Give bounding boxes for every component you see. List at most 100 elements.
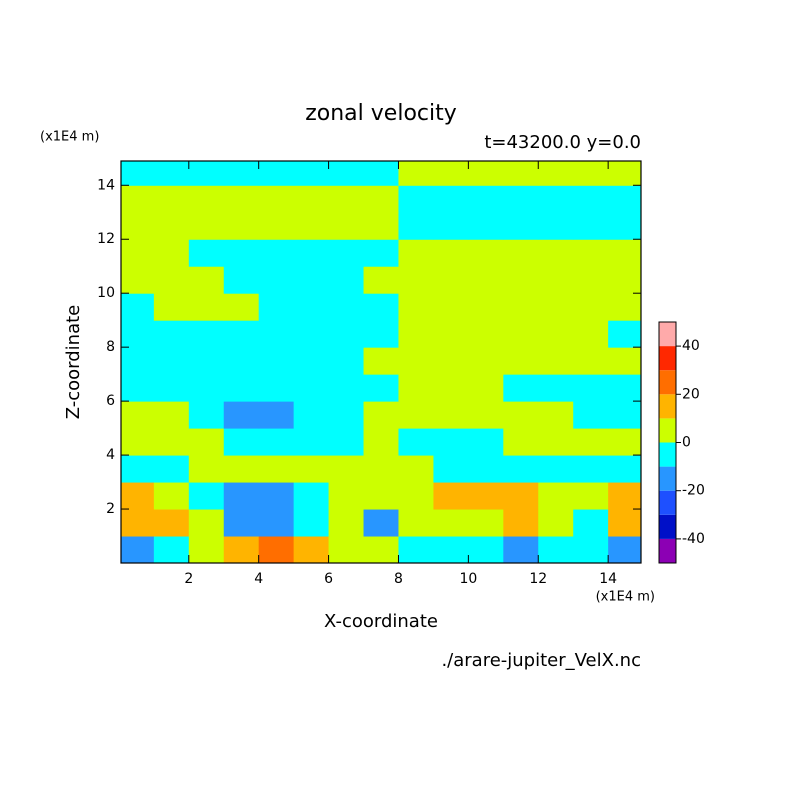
y-axis-label: Z-coordinate <box>63 305 84 420</box>
field-cell <box>258 536 295 563</box>
field-cell <box>363 185 399 213</box>
contour-field <box>121 161 641 563</box>
field-cell <box>538 212 574 240</box>
field-cell <box>468 212 504 240</box>
y-tick-label: 2 <box>106 501 115 517</box>
field-cell <box>223 320 260 348</box>
field-cell <box>121 374 155 402</box>
field-cell <box>608 185 641 213</box>
field-cell <box>503 455 539 483</box>
field-cell <box>188 482 225 510</box>
field-cell <box>258 185 295 213</box>
field-cell <box>293 509 330 537</box>
source-label: ./arare-jupiter_VelX.nc <box>441 650 641 671</box>
field-cell <box>328 212 365 240</box>
field-cell <box>258 455 295 483</box>
field-cell <box>258 239 295 267</box>
field-cell <box>573 266 609 294</box>
field-cell <box>503 401 539 429</box>
field-cell <box>363 161 399 186</box>
field-cell <box>503 161 539 186</box>
colorbar-segment <box>659 346 676 371</box>
field-cell <box>258 509 295 537</box>
field-cell <box>153 428 190 456</box>
field-cell <box>608 212 641 240</box>
field-cell <box>258 293 295 321</box>
y-tick-label: 12 <box>97 231 115 247</box>
field-cell <box>223 347 260 375</box>
field-cell <box>503 347 539 375</box>
field-cell <box>398 536 434 563</box>
field-cell <box>398 266 434 294</box>
field-cell <box>153 401 190 429</box>
field-cell <box>328 347 365 375</box>
field-cell <box>153 536 190 563</box>
field-cell <box>121 455 155 483</box>
field-cell <box>503 185 539 213</box>
field-cell <box>293 185 330 213</box>
field-cell <box>503 428 539 456</box>
y-unit: (x1E4 m) <box>40 130 99 145</box>
field-cell <box>293 347 330 375</box>
colorbar-segment <box>659 466 676 491</box>
field-cell <box>538 374 574 402</box>
field-cell <box>608 509 641 537</box>
field-cell <box>538 266 574 294</box>
field-cell <box>608 347 641 375</box>
field-cell <box>121 266 155 294</box>
field-cell <box>328 185 365 213</box>
field-cell <box>328 428 365 456</box>
field-cell <box>328 374 365 402</box>
field-cell <box>223 161 260 186</box>
y-tick-label: 14 <box>97 177 115 193</box>
colorbar-segment <box>659 490 676 515</box>
y-tick-label: 10 <box>97 285 115 301</box>
field-cell <box>433 212 469 240</box>
field-cell <box>153 161 190 186</box>
field-cell <box>328 536 365 563</box>
field-cell <box>223 509 260 537</box>
field-cell <box>293 293 330 321</box>
field-cell <box>153 239 190 267</box>
chart-subtitle: t=43200.0 y=0.0 <box>484 132 641 153</box>
x-tick-label: 14 <box>599 571 617 587</box>
field-cell <box>573 509 609 537</box>
field-cell <box>538 401 574 429</box>
field-cell <box>153 293 190 321</box>
field-cell <box>608 266 641 294</box>
field-cell <box>433 428 469 456</box>
field-cell <box>538 347 574 375</box>
field-cell <box>468 347 504 375</box>
x-tick-label: 12 <box>529 571 547 587</box>
field-cell <box>608 401 641 429</box>
field-cell <box>538 185 574 213</box>
field-cell <box>223 266 260 294</box>
field-cell <box>433 509 469 537</box>
field-cell <box>188 161 225 186</box>
field-cell <box>328 509 365 537</box>
field-cell <box>188 320 225 348</box>
field-cell <box>398 293 434 321</box>
field-cell <box>188 293 225 321</box>
field-cell <box>121 401 155 429</box>
field-cell <box>153 509 190 537</box>
field-cell <box>608 320 641 348</box>
field-cell <box>468 293 504 321</box>
field-cell <box>153 185 190 213</box>
field-cell <box>398 374 434 402</box>
field-cell <box>121 161 155 186</box>
field-cell <box>153 374 190 402</box>
field-cell <box>328 293 365 321</box>
field-cell <box>538 455 574 483</box>
field-cell <box>188 401 225 429</box>
field-cell <box>258 428 295 456</box>
field-cell <box>468 374 504 402</box>
field-cell <box>188 212 225 240</box>
field-cell <box>153 266 190 294</box>
field-cell <box>573 293 609 321</box>
field-cell <box>538 161 574 186</box>
field-cell <box>398 239 434 267</box>
field-cell <box>608 428 641 456</box>
field-cell <box>538 428 574 456</box>
